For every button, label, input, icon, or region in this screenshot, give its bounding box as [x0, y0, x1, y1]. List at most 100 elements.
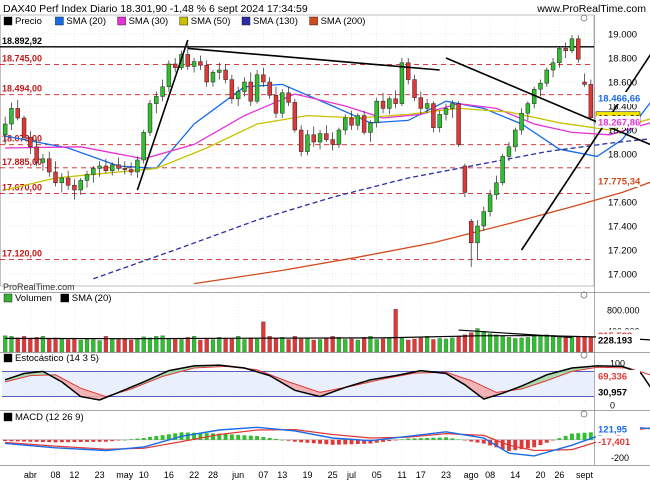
macd-histogram-bar	[185, 432, 190, 440]
macd-histogram-bar	[122, 439, 127, 441]
value-tag-bg	[596, 174, 640, 187]
candle	[374, 100, 379, 124]
macd-histogram-bar	[292, 439, 297, 442]
macd-histogram-bar	[40, 439, 45, 443]
volume-bar	[399, 337, 405, 353]
candle	[280, 92, 285, 114]
volume-bar	[217, 337, 222, 353]
y-tick-label: 18.000	[608, 150, 637, 161]
panel-close-icon[interactable]	[580, 410, 588, 418]
macd-histogram-bar	[85, 439, 89, 442]
volume-bar	[425, 336, 430, 353]
volume-bar	[550, 335, 556, 353]
macd-histogram-bar	[299, 439, 304, 443]
candle	[349, 117, 354, 126]
y-tick-label: 18.400	[608, 102, 637, 113]
volume-bar	[147, 337, 153, 353]
macd-histogram-bar	[488, 439, 493, 446]
macd-histogram-bar	[513, 439, 518, 451]
candle	[588, 84, 594, 119]
macd-histogram-bar	[525, 439, 530, 449]
volume-bar	[582, 336, 587, 353]
volume-bar	[122, 338, 127, 353]
candle	[122, 168, 128, 170]
macd-histogram-bar	[78, 439, 83, 443]
volume-bar	[40, 336, 46, 353]
volume-bar	[462, 334, 467, 353]
level-label: 17.885,00	[2, 157, 42, 167]
candle	[166, 63, 172, 88]
volume-bar	[103, 336, 109, 353]
volume-bar	[393, 309, 398, 353]
macd-histogram-bar	[381, 439, 385, 442]
macd-histogram-bar	[110, 439, 115, 442]
candle	[487, 194, 493, 212]
macd-histogram-bar	[66, 439, 71, 443]
macd-histogram-bar	[362, 439, 367, 444]
volume-bar	[198, 339, 203, 353]
candle	[519, 112, 524, 131]
volume-bar	[355, 339, 360, 353]
panel-close-icon[interactable]	[580, 14, 588, 22]
candle	[273, 94, 279, 114]
chart-title: DAX40 Perf Index Diario 18.301,90 -1,48 …	[3, 3, 308, 15]
panel-close-icon[interactable]	[580, 351, 588, 359]
candle	[47, 158, 52, 173]
legend-stochastic-item: Estocástico (14 3 5)	[15, 353, 99, 364]
candle	[305, 134, 310, 152]
legend-swatch	[3, 353, 13, 363]
candle	[563, 48, 568, 52]
macd-histogram-bar	[563, 435, 568, 440]
volume-y-tick: 800.000	[607, 306, 640, 316]
volume-bar	[406, 339, 411, 353]
volume-bar	[324, 338, 329, 353]
candle	[475, 225, 480, 244]
volume-bar	[267, 336, 272, 353]
volume-bar	[110, 338, 115, 353]
panel-close-icon[interactable]	[580, 291, 588, 299]
volume-bar	[437, 338, 442, 353]
candle	[368, 122, 373, 133]
x-tick-label: 13	[277, 470, 287, 480]
candle	[110, 164, 115, 172]
x-tick-label: 23	[441, 470, 451, 480]
candle	[311, 134, 316, 143]
volume-bar	[223, 338, 228, 353]
volume-bar	[210, 339, 216, 353]
volume-bar	[362, 337, 367, 353]
value-tag-bg	[596, 92, 640, 105]
macd-histogram-bar	[192, 432, 197, 440]
volume-bar	[166, 338, 171, 353]
candle	[424, 103, 430, 109]
brand-link[interactable]: www.ProRealTime.com	[536, 3, 646, 15]
candle	[141, 132, 146, 161]
x-tick-label: 22	[189, 470, 199, 480]
value-tag-bg	[596, 422, 640, 435]
volume-bar	[380, 338, 386, 353]
volume-bar	[254, 338, 260, 353]
macd-histogram-bar	[551, 439, 556, 441]
macd-signal-line	[5, 427, 650, 452]
candle	[569, 38, 575, 52]
candle	[34, 146, 39, 163]
candle	[500, 156, 505, 184]
macd-histogram-bar	[141, 437, 146, 440]
macd-histogram-bar	[97, 439, 102, 442]
macd-histogram-bar	[368, 439, 373, 444]
volume-bar	[9, 336, 14, 353]
legend-price-item: SMA (200)	[321, 16, 366, 27]
macd-histogram-bar	[450, 438, 455, 440]
macd-histogram-bar	[47, 439, 52, 443]
macd-histogram-bar	[103, 439, 108, 442]
macd-histogram-bar	[437, 437, 442, 440]
legend-swatch	[55, 16, 64, 26]
macd-y-tick: -200	[611, 453, 629, 463]
price-panel-frame	[0, 14, 595, 287]
x-tick-label: 05	[372, 470, 382, 480]
sma-line	[4, 83, 650, 170]
volume-bar	[154, 336, 159, 353]
macd-histogram-bar	[475, 439, 480, 443]
volume-bar	[418, 337, 423, 353]
volume-bar	[387, 338, 392, 353]
